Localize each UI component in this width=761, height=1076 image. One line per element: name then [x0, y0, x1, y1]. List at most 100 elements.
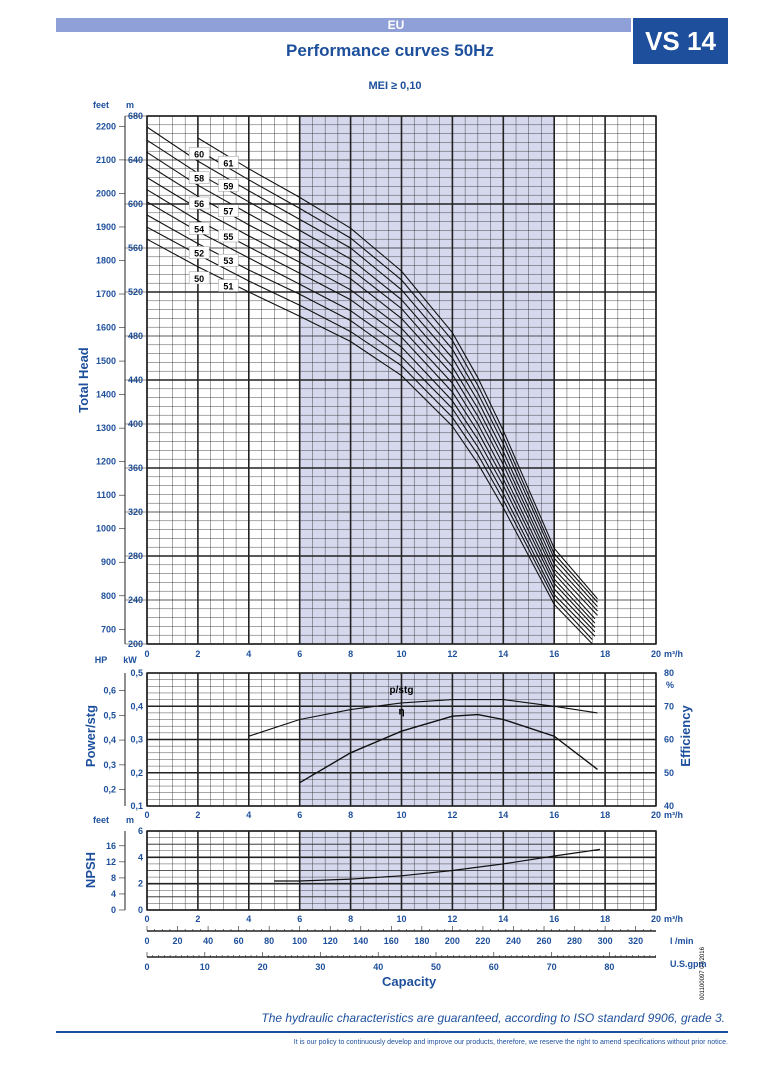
npsh-y-label: NPSH — [83, 852, 98, 888]
npsh-curve — [274, 848, 601, 882]
head-y-tick-feet: 2200 — [96, 121, 116, 131]
head-x-tick: 20 — [651, 649, 661, 659]
power-x-tick: 2 — [195, 810, 200, 820]
power-x-tick: 8 — [348, 810, 353, 820]
gpm-tick: 80 — [604, 962, 614, 972]
power-y-label: Power/stg — [83, 705, 98, 767]
power-kw-tick: 0,5 — [130, 668, 143, 678]
head-x-tick: 4 — [246, 649, 251, 659]
eff-unit: % — [666, 680, 674, 690]
head-curve-53 — [146, 201, 596, 633]
npsh-m-tick: 6 — [138, 826, 143, 836]
capacity-label: Capacity — [382, 974, 437, 989]
npsh-m-unit: m — [126, 815, 134, 825]
lmin-tick: 180 — [414, 936, 429, 946]
stage-label-box — [218, 279, 239, 292]
stage-label-51: 51 — [223, 282, 233, 292]
npsh-x-tick: 4 — [246, 914, 251, 924]
npsh-ft-tick: 0 — [111, 905, 116, 915]
head-y-tick-feet: 700 — [101, 624, 116, 634]
power-x-tick: 4 — [246, 810, 251, 820]
npsh-m-tick: 4 — [138, 852, 143, 862]
lmin-tick: 200 — [445, 936, 460, 946]
head-x-tick: 10 — [396, 649, 406, 659]
npsh-m-tick: 2 — [138, 879, 143, 889]
power-x-tick: 6 — [297, 810, 302, 820]
npsh-x-tick: 14 — [498, 914, 508, 924]
lmin-tick: 260 — [537, 936, 552, 946]
head-curve-58 — [146, 139, 598, 612]
power-kw-tick: 0,4 — [130, 701, 143, 711]
eff-tick: 80 — [664, 668, 674, 678]
lmin-tick: 0 — [144, 936, 149, 946]
power-hp-tick: 0,2 — [103, 785, 116, 795]
power-hp-tick: 0,3 — [103, 760, 116, 770]
gpm-tick: 20 — [258, 962, 268, 972]
head-curve-57 — [146, 151, 598, 616]
power-kw-tick: 0,2 — [130, 768, 143, 778]
gpm-tick: 70 — [547, 962, 557, 972]
stage-label-box — [218, 156, 239, 169]
mei-label: MEI ≥ 0,10 — [368, 80, 422, 92]
document-code: 001100097 07/2016 — [700, 947, 706, 1000]
head-y-tick-feet: 1700 — [96, 289, 116, 299]
head-curve-55 — [146, 177, 596, 624]
lmin-tick: 240 — [506, 936, 521, 946]
head-y-tick-feet: 1100 — [96, 490, 116, 500]
lmin-tick: 120 — [323, 936, 338, 946]
eff-tick: 70 — [664, 701, 674, 711]
head-y-tick-feet: 1800 — [96, 255, 116, 265]
head-x-tick: 12 — [447, 649, 457, 659]
guarantee-note: The hydraulic characteristics are guaran… — [261, 1011, 725, 1025]
npsh-x-tick: 16 — [549, 914, 559, 924]
eff-y-label: Efficiency — [678, 705, 693, 767]
lmin-tick: 40 — [203, 936, 213, 946]
stage-label-57: 57 — [223, 207, 233, 217]
stage-label-54: 54 — [194, 224, 204, 234]
stage-label-box — [218, 253, 239, 267]
power-hp-tick: 0,6 — [103, 685, 116, 695]
power-frame — [146, 672, 657, 807]
eff-tick: 50 — [664, 768, 674, 778]
lmin-tick: 320 — [628, 936, 643, 946]
lmin-tick: 100 — [292, 936, 307, 946]
head-x-unit: m³/h — [664, 649, 683, 659]
stage-label-box — [218, 204, 239, 217]
head-x-tick: 16 — [549, 649, 559, 659]
head-x-tick: 2 — [195, 649, 200, 659]
head-y-label: Total Head — [76, 347, 91, 413]
stage-label-61: 61 — [223, 158, 233, 168]
efficiency-curve — [299, 713, 598, 784]
lmin-tick: 300 — [598, 936, 613, 946]
efficiency-curve-label: η — [398, 707, 404, 718]
npsh-ft-tick: 12 — [106, 857, 116, 867]
stage-label-box — [188, 171, 210, 184]
power-hp-tick: 0,4 — [103, 735, 116, 745]
gpm-tick: 60 — [489, 962, 499, 972]
head-y-tick-feet: 2000 — [96, 188, 116, 198]
head-y-tick-feet: 800 — [101, 591, 116, 601]
head-x-tick: 14 — [498, 649, 508, 659]
npsh-feet-unit: feet — [93, 815, 109, 825]
head-y-tick-feet: 1000 — [96, 524, 116, 534]
lmin-unit: l /min — [670, 936, 694, 946]
policy-note: It is our policy to continuously develop… — [293, 1039, 728, 1046]
power-kw-tick: 0,1 — [130, 801, 143, 811]
gpm-tick: 50 — [431, 962, 441, 972]
head-y-tick-feet: 1500 — [96, 356, 116, 366]
head-x-tick: 8 — [348, 649, 353, 659]
power-x-tick: 14 — [498, 810, 508, 820]
head-y-tick-feet: 2100 — [96, 155, 116, 165]
head-m-unit: m — [126, 100, 134, 110]
lmin-tick: 20 — [173, 936, 183, 946]
stage-label-box — [188, 147, 210, 160]
stage-label-59: 59 — [223, 181, 233, 191]
gpm-tick: 30 — [315, 962, 325, 972]
npsh-frame — [146, 830, 657, 911]
stage-label-box — [188, 271, 210, 285]
eff-tick: 60 — [664, 735, 674, 745]
power-x-tick: 16 — [549, 810, 559, 820]
lmin-tick: 80 — [264, 936, 274, 946]
footer-rule — [56, 1031, 728, 1033]
lmin-tick: 60 — [234, 936, 244, 946]
